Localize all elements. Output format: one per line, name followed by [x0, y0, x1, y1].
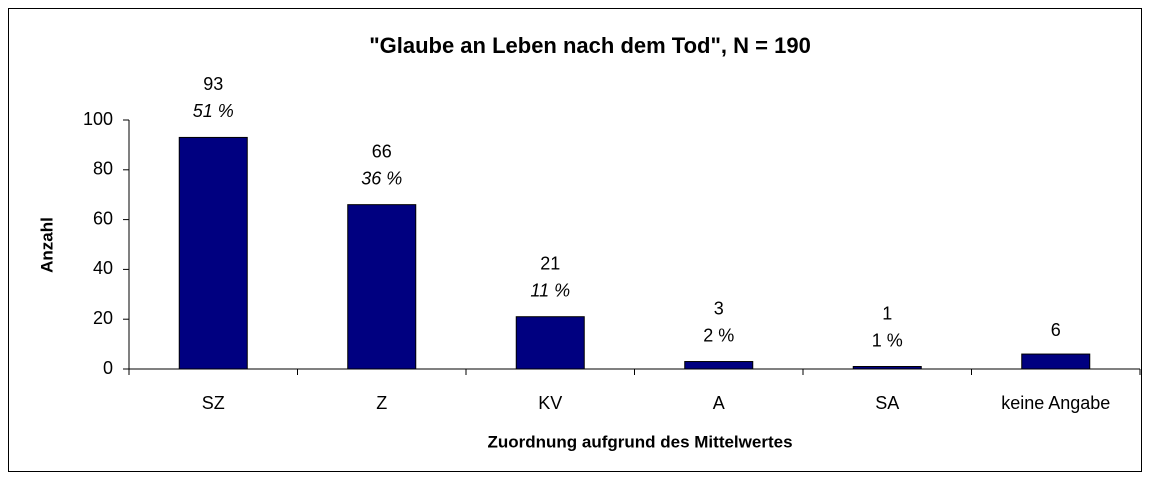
percent-label: 1 %	[872, 330, 903, 350]
x-tick-label: Z	[376, 393, 387, 413]
y-axis-title: Anzahl	[37, 217, 56, 273]
y-tick-label: 40	[93, 258, 113, 278]
percent-label: 2 %	[703, 325, 734, 345]
bar	[178, 136, 248, 370]
value-label: 66	[372, 141, 392, 161]
percent-label: 51 %	[193, 101, 234, 121]
percent-label: 11 %	[530, 280, 570, 300]
y-tick-label: 100	[83, 109, 113, 129]
bar	[347, 204, 417, 370]
y-tick-label: 80	[93, 159, 113, 179]
chart-border	[8, 8, 1142, 472]
bar	[852, 366, 922, 370]
bar	[684, 361, 754, 370]
percent-label: 36 %	[361, 168, 402, 188]
value-label: 6	[1051, 320, 1061, 340]
chart-title: "Glaube an Leben nach dem Tod", N = 190	[369, 33, 811, 58]
x-tick-label: SA	[875, 393, 899, 413]
x-tick-label: A	[713, 393, 725, 413]
x-axis-title: Zuordnung aufgrund des Mittelwertes	[487, 432, 792, 451]
value-label: 1	[882, 303, 892, 323]
x-tick-label: KV	[538, 393, 562, 413]
bar	[515, 316, 585, 370]
y-tick-label: 60	[93, 208, 113, 228]
x-tick-label: SZ	[202, 393, 225, 413]
bar	[1021, 353, 1091, 370]
value-label: 21	[540, 253, 560, 273]
x-tick-label: keine Angabe	[1001, 393, 1110, 413]
value-label: 93	[203, 74, 223, 94]
y-tick-label: 20	[93, 308, 113, 328]
value-label: 3	[714, 298, 724, 318]
y-tick-label: 0	[103, 358, 113, 378]
